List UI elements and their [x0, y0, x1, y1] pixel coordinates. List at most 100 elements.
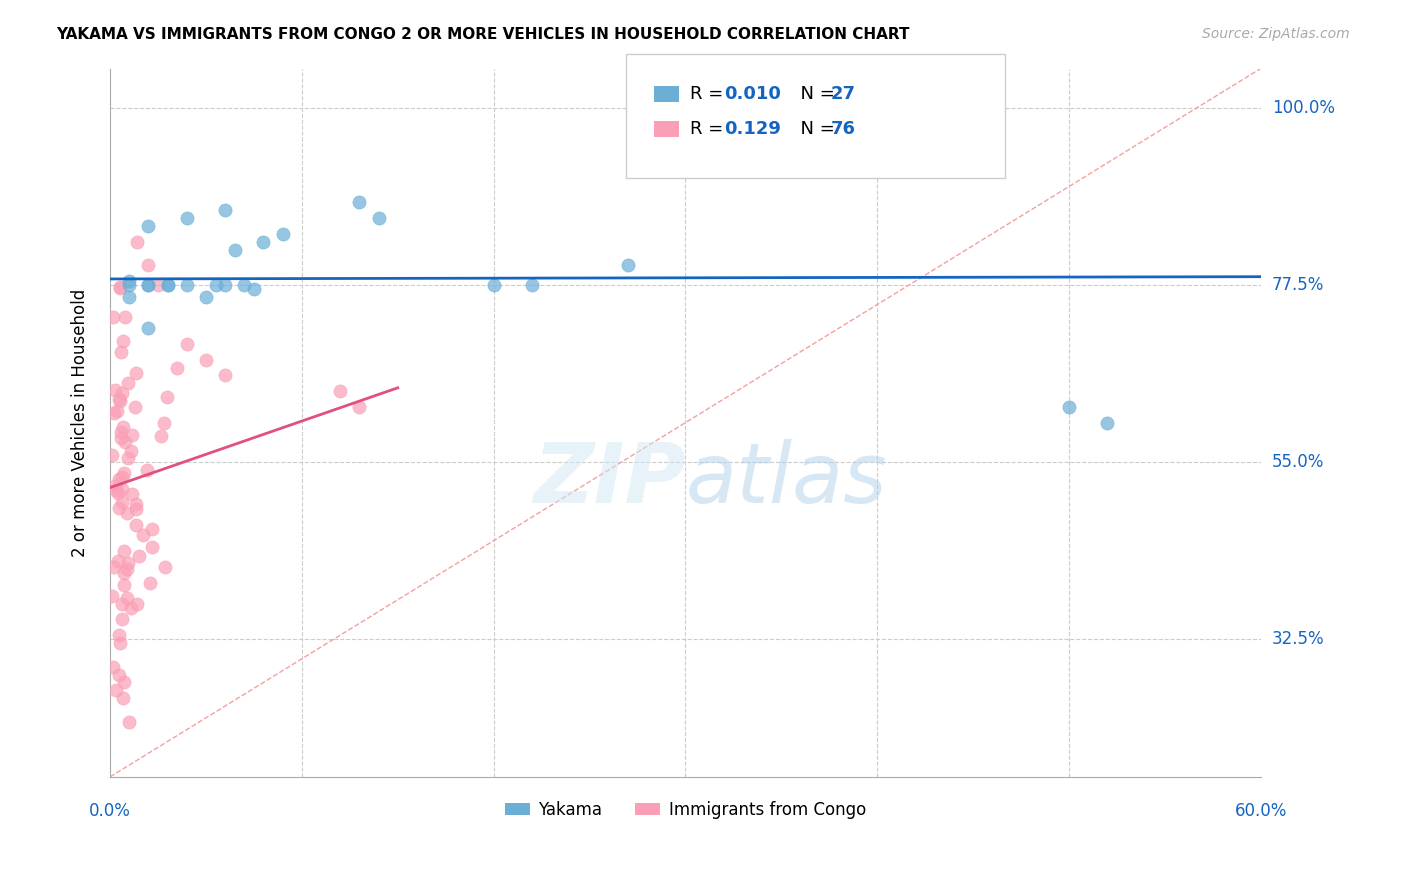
Point [176, 277, 198, 292]
Text: 0.129: 0.129 [724, 120, 780, 138]
Text: 0.010: 0.010 [724, 85, 780, 103]
Point [101, 448, 124, 462]
Point [125, 502, 148, 516]
Point [114, 310, 136, 325]
Point [111, 612, 134, 626]
Point [108, 281, 131, 295]
Point [104, 383, 127, 397]
Text: Source: ZipAtlas.com: Source: ZipAtlas.com [1202, 27, 1350, 41]
Point [349, 400, 371, 414]
Point [139, 575, 162, 590]
Text: 0.0%: 0.0% [89, 802, 131, 820]
Text: R =: R = [690, 120, 730, 138]
Point [101, 589, 124, 603]
Point [138, 277, 160, 292]
Point [110, 394, 132, 409]
Point [112, 566, 135, 580]
Point [118, 274, 141, 288]
Point [125, 597, 148, 611]
Text: 27: 27 [831, 85, 856, 103]
Point [121, 487, 143, 501]
Point [138, 258, 160, 272]
Point [520, 277, 543, 292]
Point [110, 431, 132, 445]
Point [156, 277, 179, 292]
Point [125, 498, 148, 512]
Point [103, 560, 125, 574]
Point [146, 277, 169, 292]
Text: N =: N = [789, 85, 841, 103]
Point [132, 528, 155, 542]
Point [108, 667, 131, 681]
Point [125, 366, 148, 380]
Point [117, 376, 139, 390]
Legend: Yakama, Immigrants from Congo: Yakama, Immigrants from Congo [498, 794, 873, 825]
Point [110, 483, 132, 497]
Text: 60.0%: 60.0% [1234, 802, 1286, 820]
Point [105, 404, 128, 418]
Point [115, 506, 138, 520]
Point [214, 368, 236, 383]
Point [1097, 416, 1119, 430]
Text: 100.0%: 100.0% [1272, 99, 1334, 117]
Point [156, 390, 179, 404]
Point [138, 277, 160, 292]
Text: YAKAMA VS IMMIGRANTS FROM CONGO 2 OR MORE VEHICLES IN HOUSEHOLD CORRELATION CHAR: YAKAMA VS IMMIGRANTS FROM CONGO 2 OR MOR… [56, 27, 910, 42]
Point [118, 714, 141, 729]
Point [112, 675, 135, 690]
Point [233, 277, 256, 292]
Text: 55.0%: 55.0% [1272, 453, 1324, 471]
Text: 32.5%: 32.5% [1272, 630, 1324, 648]
Point [108, 392, 131, 406]
Point [329, 384, 352, 399]
Point [110, 280, 132, 294]
Point [243, 282, 266, 296]
Point [107, 554, 129, 568]
Point [104, 479, 127, 493]
Point [1057, 400, 1080, 414]
Text: ZIP: ZIP [533, 439, 685, 520]
Point [117, 451, 139, 466]
Point [111, 469, 134, 483]
Point [103, 406, 125, 420]
Point [111, 386, 134, 401]
Point [204, 277, 226, 292]
Point [103, 659, 125, 673]
Point [166, 360, 188, 375]
Point [149, 429, 172, 443]
Point [155, 560, 177, 574]
Point [125, 235, 148, 249]
Point [135, 463, 157, 477]
Point [110, 636, 132, 650]
Point [112, 578, 135, 592]
Point [105, 683, 128, 698]
Point [108, 500, 131, 515]
Text: atlas: atlas [685, 439, 887, 520]
Text: 77.5%: 77.5% [1272, 276, 1324, 294]
Point [115, 562, 138, 576]
Point [110, 425, 132, 439]
Point [141, 540, 163, 554]
Point [194, 352, 217, 367]
Point [110, 344, 132, 359]
Point [128, 549, 150, 564]
Point [114, 435, 136, 450]
Point [367, 211, 389, 225]
Point [124, 401, 146, 415]
Point [141, 522, 163, 536]
Y-axis label: 2 or more Vehicles in Household: 2 or more Vehicles in Household [72, 289, 89, 557]
Point [224, 243, 246, 257]
Point [214, 277, 236, 292]
Point [111, 597, 134, 611]
Text: R =: R = [690, 85, 730, 103]
Point [617, 258, 640, 272]
Point [108, 471, 131, 485]
Point [111, 419, 134, 434]
Point [125, 518, 148, 533]
Point [117, 556, 139, 570]
Point [138, 321, 160, 335]
Point [138, 219, 160, 233]
Point [112, 467, 135, 481]
Point [271, 227, 294, 241]
Point [156, 277, 179, 292]
